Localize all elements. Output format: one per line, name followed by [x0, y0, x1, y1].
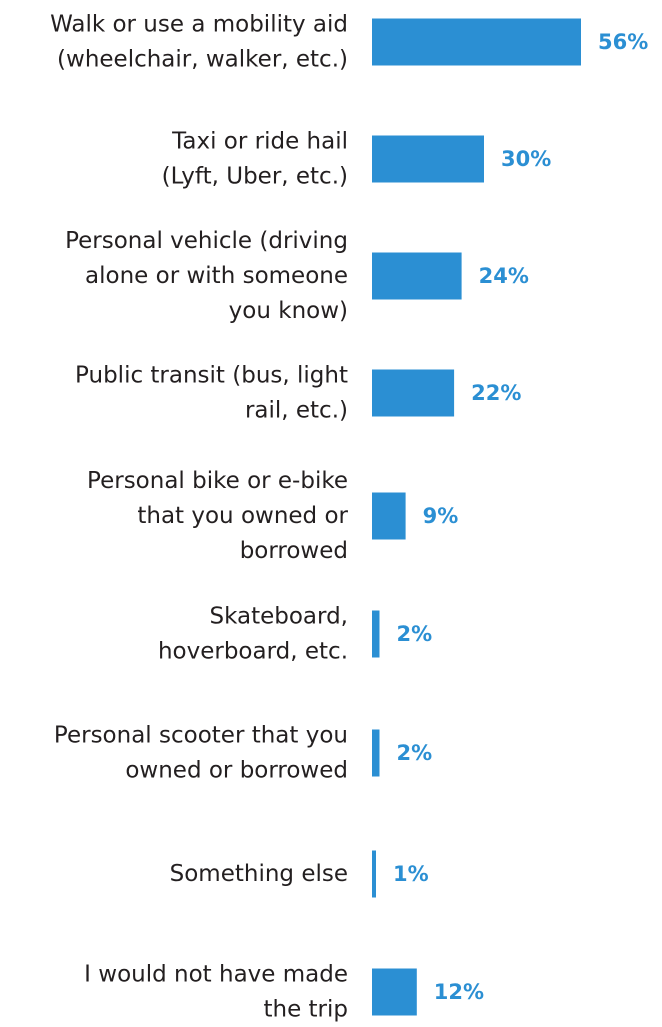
category-label: Public transit (bus, light rail, etc.) — [75, 363, 348, 424]
category-label-line: Personal scooter that you — [54, 723, 348, 749]
category-label: Something else — [170, 861, 348, 887]
category-labels: Walk or use a mobility aid (wheelchair, w… — [50, 12, 348, 1023]
bar — [372, 252, 462, 300]
category-label-line: (wheelchair, walker, etc.) — [57, 47, 348, 73]
value-label: 22% — [471, 381, 521, 405]
value-label: 12% — [434, 980, 484, 1004]
category-label-line: Skateboard, — [209, 604, 348, 630]
bars — [372, 18, 581, 1016]
category-label-line: Personal vehicle (driving — [65, 228, 348, 254]
category-label-line: Personal bike or e-bike — [87, 468, 348, 494]
category-label-line: that you owned or — [137, 503, 348, 529]
value-label: 56% — [598, 30, 648, 54]
bar — [372, 135, 484, 183]
category-label: Taxi or ride hail (Lyft, Uber, etc.) — [162, 129, 348, 190]
bar — [372, 850, 376, 898]
category-label: Personal vehicle (driving alone or with s… — [65, 228, 348, 324]
value-label: 2% — [397, 741, 433, 765]
category-label-line: the trip — [263, 997, 348, 1023]
bar — [372, 18, 581, 66]
category-label-line: rail, etc.) — [245, 398, 348, 424]
bar — [372, 492, 406, 540]
category-label: I would not have made the trip — [84, 962, 348, 1023]
bar — [372, 729, 380, 777]
category-label-line: Something else — [170, 861, 348, 887]
category-label: Skateboard, hoverboard, etc. — [158, 604, 348, 665]
category-label-line: Public transit (bus, light — [75, 363, 348, 389]
category-label-line: you know) — [229, 298, 348, 324]
category-label: Personal bike or e-bike that you owned or… — [87, 468, 349, 564]
value-label: 2% — [397, 622, 433, 646]
value-label: 1% — [393, 862, 429, 886]
category-label-line: Taxi or ride hail — [171, 129, 348, 155]
category-label-line: alone or with someone — [85, 263, 348, 289]
category-label: Walk or use a mobility aid (wheelchair, w… — [50, 12, 348, 73]
category-label-line: I would not have made — [84, 962, 348, 988]
category-label-line: borrowed — [240, 538, 348, 564]
bar — [372, 610, 380, 658]
value-label: 24% — [479, 264, 529, 288]
bar — [372, 968, 417, 1016]
value-label: 30% — [501, 147, 551, 171]
category-label: Personal scooter that you owned or borrow… — [54, 723, 348, 784]
category-label-line: owned or borrowed — [125, 758, 348, 784]
bar — [372, 369, 455, 417]
value-label: 9% — [423, 504, 459, 528]
value-labels: 56% 30% 24% 22% 9% 2% 2% 1% 12% — [393, 30, 648, 1004]
category-label-line: hoverboard, etc. — [158, 639, 348, 665]
category-label-line: Walk or use a mobility aid — [50, 12, 348, 38]
category-label-line: (Lyft, Uber, etc.) — [162, 164, 348, 190]
